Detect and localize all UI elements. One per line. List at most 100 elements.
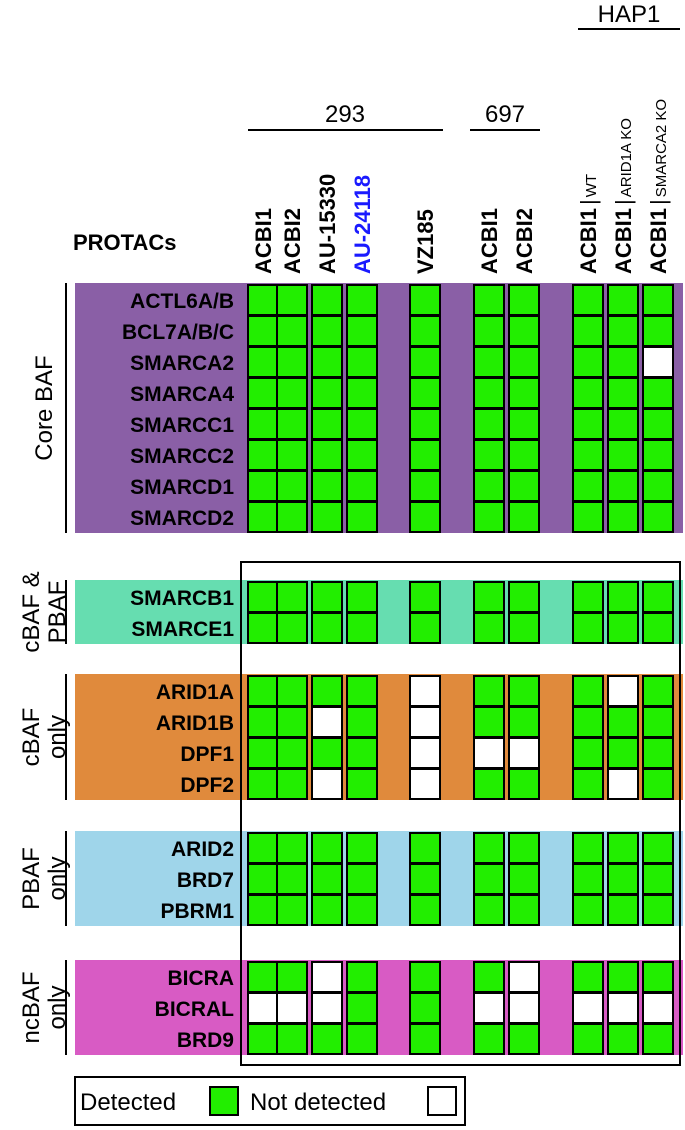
detected-cell [607,612,639,644]
not-detected-cell [409,706,441,738]
detected-cell [508,439,540,471]
detected-cell [642,284,674,316]
detected-cell [409,612,441,644]
section-label: cBAF & [18,571,45,652]
detected-cell [346,737,378,769]
detected-cell [508,706,540,738]
detected-cell [311,832,343,864]
detected-cell [346,992,378,1024]
detected-cell [642,408,674,440]
detected-cell [607,284,639,316]
section-label: ncBAF [18,971,45,1043]
protein-label: ARID2 [171,838,234,861]
protein-label: BRD9 [177,1029,234,1052]
detected-cell [276,706,308,738]
detected-cell [508,470,540,502]
detected-cell [642,863,674,895]
not-detected-cell [607,675,639,707]
detected-cell [642,501,674,533]
detected-cell [311,581,343,613]
detected-cell [276,1023,308,1055]
detected-cell [276,439,308,471]
not-detected-cell [311,961,343,993]
detected-cell [642,894,674,926]
detected-cell [572,1023,604,1055]
detected-cell [311,377,343,409]
detected-cell [346,706,378,738]
detected-cell [247,470,279,502]
detected-cell [642,612,674,644]
detected-cell [607,737,639,769]
detected-cell [572,832,604,864]
detected-cell [508,284,540,316]
detected-cell [607,346,639,378]
detected-cell [642,377,674,409]
detected-cell [276,377,308,409]
detected-cell [642,1023,674,1055]
detected-cell [508,315,540,347]
detected-cell [508,1023,540,1055]
not-detected-cell [642,992,674,1024]
not-detected-cell [508,737,540,769]
section-label: Core BAF [31,355,58,460]
detected-cell [473,470,505,502]
detected-cell [508,346,540,378]
detected-cell [607,706,639,738]
detected-cell [247,737,279,769]
detected-cell [572,961,604,993]
detected-cell [607,315,639,347]
protein-label: BICRAL [155,998,234,1021]
detected-cell [607,377,639,409]
detected-cell [572,315,604,347]
detected-cell [247,346,279,378]
section-label: cBAF [18,708,45,767]
detected-cell [409,470,441,502]
detected-cell [473,612,505,644]
detected-cell [508,581,540,613]
detected-cell [247,961,279,993]
legend: Detected Not detected [74,1076,466,1126]
detected-cell [473,675,505,707]
detected-cell [346,581,378,613]
detected-cell [508,501,540,533]
detected-cell [311,346,343,378]
detected-cell [607,961,639,993]
detected-cell [473,439,505,471]
detected-cell [409,501,441,533]
detected-cell [607,470,639,502]
detected-cell [346,346,378,378]
detected-cell [276,581,308,613]
protein-label: ARID1B [156,712,234,735]
detected-cell [607,894,639,926]
detected-cell [346,894,378,926]
detected-cell [346,612,378,644]
not-detected-cell [607,768,639,800]
detected-cell [508,768,540,800]
detected-cell [508,377,540,409]
detected-cell [346,284,378,316]
protein-label: BRD7 [177,869,234,892]
detected-cell [473,863,505,895]
detected-cell [607,1023,639,1055]
detected-cell [409,863,441,895]
detected-cell [473,581,505,613]
not-detected-cell [508,961,540,993]
detected-cell [247,377,279,409]
detected-cell [409,377,441,409]
protein-label: ACTL6A/B [130,290,234,313]
column-header-au-15330: AU-15330 [315,174,340,274]
detected-cell [642,675,674,707]
detected-cell [642,315,674,347]
detected-cell [276,612,308,644]
column-header-acbi2: ACBI2 [512,208,537,274]
detected-cell [311,408,343,440]
not-detected-cell [473,992,505,1024]
detected-cell [276,894,308,926]
detected-cell [346,377,378,409]
detected-cell [247,894,279,926]
section-label: only [44,715,71,759]
detected-cell [311,501,343,533]
detected-cell [346,470,378,502]
detected-cell [276,284,308,316]
detected-cell [247,768,279,800]
